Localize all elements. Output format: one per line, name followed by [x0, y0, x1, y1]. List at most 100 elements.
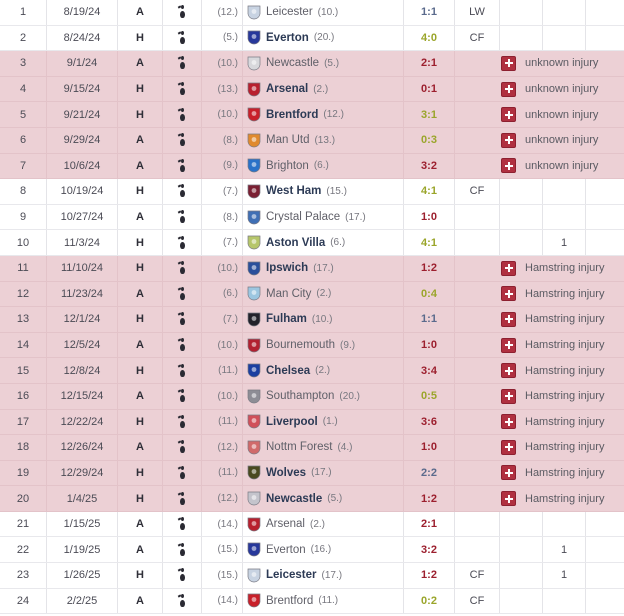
- opponent-cell[interactable]: Wolves (17.): [242, 460, 404, 487]
- opponent-name[interactable]: Everton: [266, 543, 306, 556]
- match-score[interactable]: 0:1: [403, 76, 455, 103]
- match-score[interactable]: 1:0: [403, 204, 455, 231]
- table-row[interactable]: 11 11/10/24 H (10.) Ipswich (17.) 1:2 Hamstring…: [0, 255, 624, 282]
- table-row[interactable]: 231/26/25H(15.)Leicester(17.)1:2CF154': [0, 562, 624, 589]
- opponent-cell[interactable]: Arsenal (2.): [242, 76, 404, 103]
- opponent-name[interactable]: Newcastle: [266, 492, 323, 505]
- table-row[interactable]: 19 12/29/24 H (11.) Wolves (17.) 2:2 Hamstring …: [0, 460, 624, 487]
- table-row[interactable]: 5 9/21/24 H (10.) Brentford (12.) 3:1 unknown i…: [0, 101, 624, 128]
- arsenal-badge: [247, 82, 261, 97]
- table-row[interactable]: 910/27/24A(8.)Crystal Palace(17.)1:085'2…: [0, 204, 624, 231]
- match-score[interactable]: 0:2: [403, 588, 455, 615]
- table-row[interactable]: 6 9/29/24 A (8.) Man Utd (13.) 0:3 unknown inju…: [0, 127, 624, 154]
- opponent-name[interactable]: Chelsea: [266, 364, 311, 377]
- opponent-cell[interactable]: Southampton (20.): [242, 383, 404, 410]
- table-row[interactable]: 15 12/8/24 H (11.) Chelsea (2.) 3:4 Hamstring i…: [0, 357, 624, 384]
- opponent-cell[interactable]: Man City (2.): [242, 281, 404, 308]
- table-row[interactable]: 18/19/24A(12.)Leicester(10.)1:1LW1': [0, 0, 624, 26]
- opponent-cell[interactable]: Chelsea (2.): [242, 357, 404, 384]
- table-row[interactable]: 28/24/24H(5.)Everton(20.)4:0CF24': [0, 25, 624, 52]
- opponent-cell[interactable]: Ipswich (17.): [242, 255, 404, 282]
- match-score[interactable]: 4:1: [403, 178, 455, 205]
- match-score[interactable]: 3:4: [403, 357, 455, 384]
- opponent-name[interactable]: Brentford: [266, 108, 319, 121]
- opponent-name[interactable]: Brighton: [266, 159, 309, 172]
- opponent-cell[interactable]: Newcastle (5.): [242, 50, 404, 77]
- opponent-cell[interactable]: Crystal Palace (17.): [242, 204, 404, 231]
- table-row[interactable]: 221/19/25A(15.)Everton(16.)3:2145': [0, 536, 624, 564]
- opponent-name[interactable]: Leicester: [266, 569, 317, 582]
- opponent-cell[interactable]: West Ham (15.): [242, 178, 404, 205]
- table-row[interactable]: 211/15/25A(14.)Arsenal(2.)2:112': [0, 511, 624, 538]
- match-score[interactable]: 4:1: [403, 229, 455, 256]
- table-row[interactable]: 3 9/1/24 A (10.) Newcastle (5.) 2:1 unknown inj…: [0, 50, 624, 77]
- table-row[interactable]: 16 12/15/24 A (10.) Southampton (20.) 0:5 Hamst…: [0, 383, 624, 410]
- match-score[interactable]: 2:1: [403, 50, 455, 77]
- opponent-cell[interactable]: Everton (20.): [242, 25, 404, 52]
- opponent-name[interactable]: Arsenal: [266, 83, 309, 96]
- opponent-name[interactable]: Ipswich: [266, 262, 309, 275]
- match-score[interactable]: 0:4: [403, 281, 455, 308]
- opponent-name[interactable]: Bournemouth: [266, 339, 336, 352]
- spurs-cockerel-icon: [177, 158, 187, 174]
- opponent-name[interactable]: Brentford: [266, 594, 314, 607]
- player-club-logo-cell: [162, 460, 202, 487]
- opponent-cell[interactable]: Fulham (10.): [242, 306, 404, 333]
- opponent-name[interactable]: Arsenal: [266, 518, 305, 531]
- opponent-name[interactable]: Newcastle: [266, 57, 320, 70]
- table-row[interactable]: 4 9/15/24 H (13.) Arsenal (2.) 0:1 unknown inju…: [0, 76, 624, 103]
- opponent-name[interactable]: West Ham: [266, 185, 322, 198]
- opponent-name[interactable]: Southampton: [266, 390, 335, 403]
- table-row[interactable]: 17 12/22/24 H (11.) Liverpool (1.) 3:6 Hamstrin…: [0, 409, 624, 436]
- match-score[interactable]: 1:2: [403, 485, 455, 512]
- opponent-cell[interactable]: Brentford (11.): [242, 588, 404, 615]
- match-score[interactable]: 3:6: [403, 409, 455, 436]
- match-score[interactable]: 1:2: [403, 255, 455, 282]
- table-row[interactable]: 242/2/25A(14.)Brentford(11.)0:2CF79': [0, 588, 624, 615]
- table-row[interactable]: 14 12/5/24 A (10.) Bournemouth (9.) 1:0 Hamstri…: [0, 332, 624, 359]
- match-score[interactable]: 3:2: [403, 536, 455, 564]
- table-row[interactable]: 13 12/1/24 H (7.) Fulham (10.) 1:1 Hamstring in…: [0, 306, 624, 333]
- match-score[interactable]: 2:2: [403, 460, 455, 487]
- opponent-cell[interactable]: Everton (16.): [242, 536, 404, 564]
- table-row[interactable]: 7 10/6/24 A (9.) Brighton (6.) 3:2 unknown inju…: [0, 153, 624, 180]
- opponent-cell[interactable]: Aston Villa (6.): [242, 229, 404, 256]
- match-score[interactable]: 1:1: [403, 306, 455, 333]
- match-score[interactable]: 1:0: [403, 434, 455, 461]
- opponent-cell[interactable]: Nottm Forest (4.): [242, 434, 404, 461]
- opponent-cell[interactable]: Man Utd (13.): [242, 127, 404, 154]
- match-score[interactable]: 4:0: [403, 25, 455, 52]
- opponent-name[interactable]: Leicester: [266, 6, 313, 19]
- opponent-cell[interactable]: Arsenal (2.): [242, 511, 404, 538]
- match-score[interactable]: 1:2: [403, 562, 455, 589]
- opponent-name[interactable]: Man Utd: [266, 134, 310, 147]
- medical-cross-icon: [501, 439, 516, 455]
- opponent-cell[interactable]: Leicester (10.): [242, 0, 404, 26]
- opponent-cell[interactable]: Leicester (17.): [242, 562, 404, 589]
- opponent-cell[interactable]: Brentford (12.): [242, 101, 404, 128]
- match-score[interactable]: 1:0: [403, 332, 455, 359]
- opponent-name[interactable]: Fulham: [266, 313, 307, 326]
- match-score[interactable]: 1:1: [403, 0, 455, 26]
- opponent-cell[interactable]: Brighton (6.): [242, 153, 404, 180]
- opponent-name[interactable]: Aston Villa: [266, 236, 326, 249]
- opponent-cell[interactable]: Liverpool (1.): [242, 409, 404, 436]
- opponent-name[interactable]: Everton: [266, 31, 309, 44]
- table-row[interactable]: 18 12/26/24 A (12.) Nottm Forest (4.) 1:0 Hamst…: [0, 434, 624, 461]
- opponent-cell[interactable]: Newcastle (5.): [242, 485, 404, 512]
- opponent-name[interactable]: Liverpool: [266, 415, 318, 428]
- table-row[interactable]: 12 11/23/24 A (6.) Man City (2.) 0:4 Hamstring …: [0, 281, 624, 308]
- match-score[interactable]: 3:2: [403, 153, 455, 180]
- opponent-name[interactable]: Crystal Palace: [266, 211, 341, 224]
- match-score[interactable]: 2:1: [403, 511, 455, 538]
- match-score[interactable]: 0:5: [403, 383, 455, 410]
- match-score[interactable]: 0:3: [403, 127, 455, 154]
- opponent-name[interactable]: Man City: [266, 287, 312, 300]
- opponent-name[interactable]: Nottm Forest: [266, 441, 333, 454]
- match-score[interactable]: 3:1: [403, 101, 455, 128]
- opponent-name[interactable]: Wolves: [266, 466, 307, 479]
- table-row[interactable]: 20 1/4/25 H (12.) Newcastle (5.) 1:2 Hamstring …: [0, 485, 624, 512]
- opponent-cell[interactable]: Bournemouth (9.): [242, 332, 404, 359]
